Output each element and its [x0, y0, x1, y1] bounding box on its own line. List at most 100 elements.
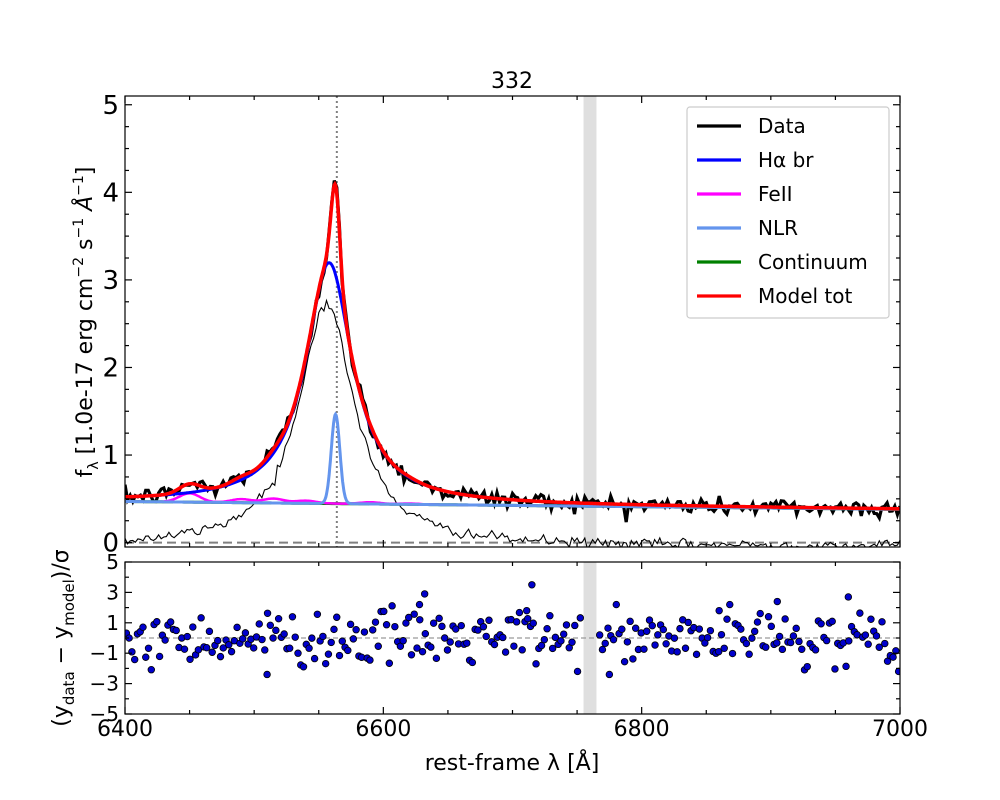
residual-point [715, 647, 723, 656]
residual-point [792, 624, 800, 633]
residual-point [180, 645, 189, 653]
residual-point [274, 614, 283, 623]
residual-point [352, 626, 360, 634]
residual-point [571, 621, 579, 630]
residual-point [524, 614, 532, 623]
residual-point [737, 625, 745, 633]
residual-y-axis-label: (ydata − ymodel)/σ [49, 549, 78, 727]
residual-point [421, 629, 430, 638]
svg-text:Hα br: Hα br [758, 148, 814, 172]
residual-point [532, 660, 540, 668]
residual-point [745, 650, 753, 658]
residual-point [499, 633, 507, 642]
x-tick-labels: 6400 6600 6800 7000 [97, 717, 928, 742]
y-tick-label: 5 [106, 550, 119, 574]
residual-point [767, 622, 775, 631]
residual-point [186, 655, 194, 663]
residual-point [349, 635, 358, 643]
residual-point [540, 635, 549, 644]
residual-point [789, 632, 798, 640]
residual-point [189, 623, 197, 631]
residual-point [753, 618, 762, 626]
residual-point [227, 647, 236, 656]
residual-point [872, 632, 881, 640]
residual-point [778, 645, 787, 654]
residual-point [501, 648, 510, 656]
spectrum-y-tick-labels: 0 1 2 3 4 5 [102, 91, 119, 559]
residual-point [479, 623, 488, 631]
legend-entry-feii: FeII [697, 182, 793, 206]
residual-point [651, 641, 659, 649]
x-axis-label: rest-frame λ [Å] [425, 749, 600, 776]
masked-region-band [583, 96, 597, 547]
residual-point [391, 622, 399, 631]
residual-point [684, 618, 692, 627]
residual-point [285, 644, 294, 652]
residual-point [529, 619, 537, 627]
residual-point [878, 618, 886, 626]
residual-point [631, 624, 640, 632]
residual-point [640, 645, 648, 653]
residual-point [601, 639, 609, 648]
residual-point [764, 612, 773, 621]
residual-point [142, 653, 150, 661]
residual-point [291, 633, 299, 641]
legend-entry-halpha-br: Hα br [697, 148, 814, 172]
residual-point [335, 651, 344, 660]
residual-point [756, 609, 764, 618]
residual-point [543, 625, 551, 633]
svg-text:NLR: NLR [758, 216, 798, 240]
residual-point [560, 630, 568, 638]
residual-point [828, 617, 836, 626]
chart-title: 332 [491, 69, 533, 94]
residual-point [595, 631, 604, 639]
x-tick-label: 6800 [614, 717, 670, 742]
residual-point [798, 645, 806, 653]
residual-point [864, 640, 872, 648]
residual-point [875, 643, 883, 651]
residual-point [438, 622, 446, 631]
y-tick-label: 2 [102, 353, 119, 383]
residual-point [568, 638, 576, 646]
residual-point [598, 645, 607, 654]
residual-point [720, 644, 728, 653]
residual-point [485, 616, 493, 624]
residual-point [515, 608, 524, 617]
residual-point [643, 627, 651, 635]
residual-point [308, 634, 316, 642]
legend-entry-model-tot: Model tot [697, 284, 852, 308]
residual-point [662, 640, 670, 648]
residual-point [269, 634, 277, 642]
residual-point [214, 636, 222, 645]
model-total-line [125, 180, 900, 511]
residual-point [867, 615, 875, 623]
residual-point [443, 646, 452, 654]
residual-point [255, 620, 263, 628]
y-tick-label: −5 [90, 702, 119, 726]
residual-point [313, 610, 322, 618]
residual-point [233, 623, 241, 632]
residual-point [374, 642, 382, 650]
legend-entry-data: Data [697, 114, 806, 138]
residual-point [420, 590, 429, 598]
legend-entry-nlr: NLR [697, 216, 798, 240]
residual-point [490, 640, 499, 649]
residual-point [183, 632, 191, 641]
residual-point [344, 646, 352, 655]
residual-point [258, 635, 266, 644]
legend-entry-continuum: Continuum [697, 250, 868, 274]
residual-point [139, 623, 147, 631]
residual-point [717, 630, 726, 639]
residual-point [695, 625, 704, 633]
residual-point [728, 649, 737, 658]
residual-point [130, 655, 139, 664]
residual-point [842, 662, 850, 671]
residual-point [327, 638, 335, 647]
y-tick-label: 3 [106, 580, 119, 604]
residuals-panel: 5 3 1 −1 −3 −5 6400 6600 6800 7000 (ydata − ymod… [49, 549, 928, 776]
svg-text:Continuum: Continuum [758, 250, 868, 274]
residual-point [128, 648, 136, 656]
residual-point [892, 647, 900, 655]
residual-point [822, 636, 831, 645]
residual-point [654, 631, 662, 639]
